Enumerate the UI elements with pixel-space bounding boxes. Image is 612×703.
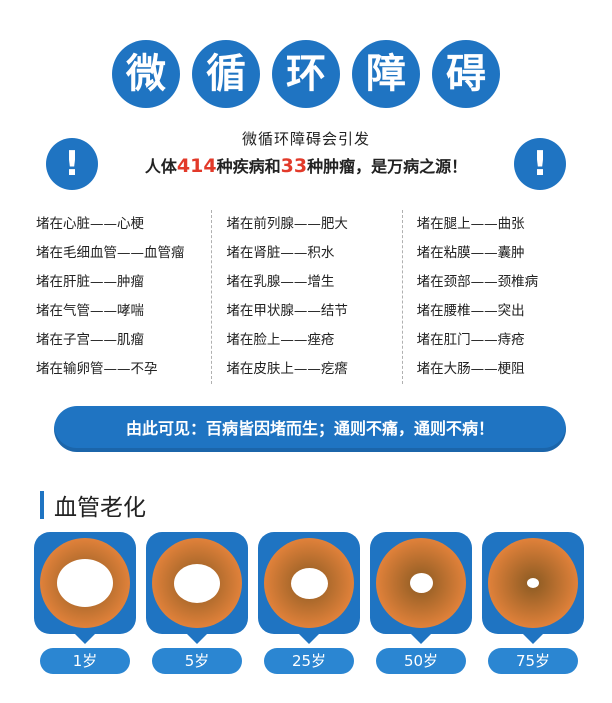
vessel-stage-4: 50岁 <box>370 532 472 674</box>
list-item: 堵在前列腺——肥大 <box>226 216 348 232</box>
age-label: 1岁 <box>40 648 130 674</box>
title-char-5: 碍 <box>432 40 500 108</box>
title-row: 微 循 环 障 碍 <box>112 40 500 108</box>
age-label: 25岁 <box>264 648 354 674</box>
disease-count: 414 <box>176 155 217 177</box>
vessel-stage-2: 5岁 <box>146 532 248 674</box>
list-item: 堵在腿上——曲张 <box>416 216 525 232</box>
list-item: 堵在毛细血管——血管瘤 <box>36 245 185 261</box>
headline-text-b: 种疾病和 <box>216 157 281 176</box>
headline-line2: 人体414种疾病和33种肿瘤，是万病之源！ <box>110 153 502 177</box>
vessel-image <box>370 532 472 634</box>
age-label: 50岁 <box>376 648 466 674</box>
conclusion-banner: 由此可见：百病皆因堵而生；通则不痛，通则不病！ <box>54 406 566 452</box>
list-item: 堵在皮肤上——疙瘩 <box>226 361 348 377</box>
blockage-column-3: 堵在腿上——曲张 堵在粘膜——囊肿 堵在颈部——颈椎病 堵在腰椎——突出 堵在肛… <box>401 210 592 384</box>
title-char-3: 环 <box>272 40 340 108</box>
list-item: 堵在输卵管——不孕 <box>36 361 158 377</box>
title-char-4: 障 <box>352 40 420 108</box>
title-char-2: 循 <box>192 40 260 108</box>
headline-text-a: 人体 <box>144 157 177 176</box>
vessel-image <box>482 532 584 634</box>
exclamation-icon-left: ! <box>46 138 98 190</box>
section-header: 血管老化 <box>40 490 146 521</box>
list-item: 堵在子宫——肌瘤 <box>36 332 144 348</box>
list-item: 堵在肝脏——肿瘤 <box>36 274 144 290</box>
section-marker <box>40 491 44 519</box>
pointer-icon <box>411 634 431 644</box>
headline-line1: 微循环障碍会引发 <box>241 130 370 148</box>
tumor-count: 33 <box>280 155 308 177</box>
vessel-stage-5: 75岁 <box>482 532 584 674</box>
list-item: 堵在气管——哮喘 <box>36 303 144 319</box>
list-item: 堵在心脏——心梗 <box>36 216 144 232</box>
list-item: 堵在颈部——颈椎病 <box>416 274 539 290</box>
age-label: 5岁 <box>152 648 242 674</box>
section-title: 血管老化 <box>54 495 146 521</box>
vessel-stage-3: 25岁 <box>258 532 360 674</box>
age-label: 75岁 <box>488 648 578 674</box>
headline: 微循环障碍会引发 人体414种疾病和33种肿瘤，是万病之源！ <box>110 128 502 177</box>
list-item: 堵在肛门——痔疮 <box>416 332 525 348</box>
pointer-icon <box>187 634 207 644</box>
blockage-list: 堵在心脏——心梗 堵在毛细血管——血管瘤 堵在肝脏——肿瘤 堵在气管——哮喘 堵… <box>22 210 592 384</box>
vessel-image <box>146 532 248 634</box>
vessel-aging-row: 1岁 5岁 25岁 50岁 75岁 <box>34 532 584 674</box>
exclamation-icon-right: ! <box>514 138 566 190</box>
blockage-column-1: 堵在心脏——心梗 堵在毛细血管——血管瘤 堵在肝脏——肿瘤 堵在气管——哮喘 堵… <box>22 210 211 384</box>
list-item: 堵在腰椎——突出 <box>416 303 525 319</box>
pointer-icon <box>75 634 95 644</box>
vessel-stage-1: 1岁 <box>34 532 136 674</box>
pointer-icon <box>523 634 543 644</box>
list-item: 堵在脸上——痤疮 <box>226 332 335 348</box>
vessel-image <box>258 532 360 634</box>
title-char-1: 微 <box>112 40 180 108</box>
list-item: 堵在肾脏——积水 <box>226 245 335 261</box>
list-item: 堵在粘膜——囊肿 <box>416 245 525 261</box>
pointer-icon <box>299 634 319 644</box>
vessel-image <box>34 532 136 634</box>
headline-text-c: 种肿瘤，是万病之源！ <box>307 157 468 176</box>
list-item: 堵在甲状腺——结节 <box>226 303 348 319</box>
list-item: 堵在乳腺——增生 <box>226 274 335 290</box>
list-item: 堵在大肠——梗阻 <box>416 361 525 377</box>
blockage-column-2: 堵在前列腺——肥大 堵在肾脏——积水 堵在乳腺——增生 堵在甲状腺——结节 堵在… <box>211 210 401 384</box>
